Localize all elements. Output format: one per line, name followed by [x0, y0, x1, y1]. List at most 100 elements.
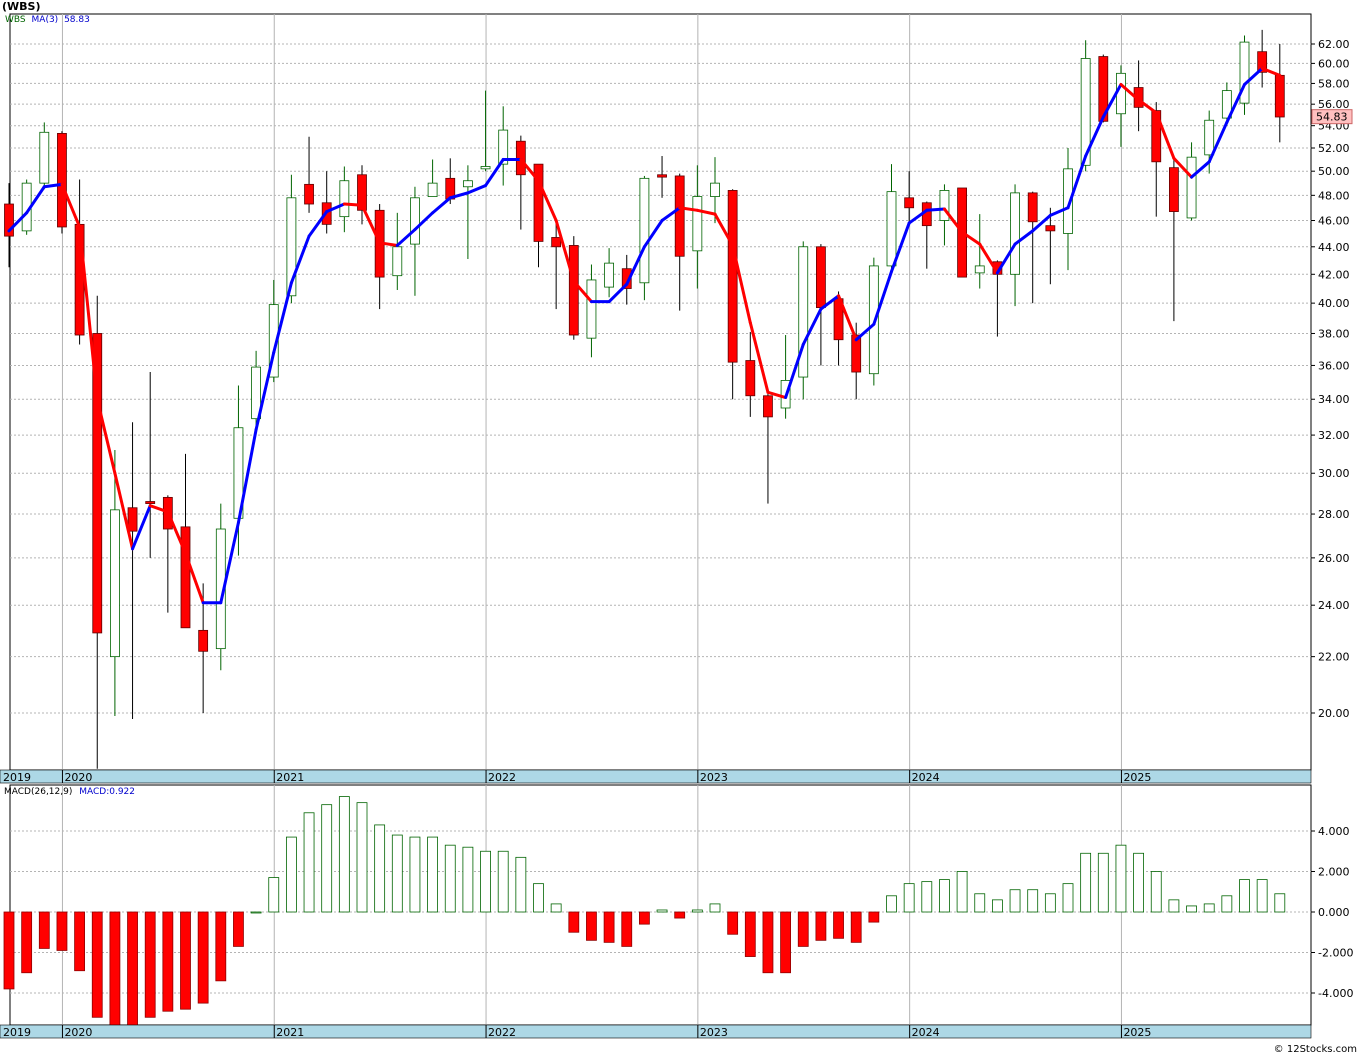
macd-date-axis-label: 2021	[276, 1026, 304, 1039]
ma3-segment	[801, 307, 823, 346]
candle-up	[39, 131, 50, 184]
ma3-segment	[907, 208, 929, 225]
ma3-segment	[342, 202, 364, 207]
candle-down	[127, 507, 138, 532]
ma3-segment	[678, 206, 699, 212]
footer-credit: © 12Stocks.com	[1273, 1044, 1357, 1055]
macd-bar-positive	[374, 824, 386, 913]
ma3-segment	[166, 510, 187, 555]
macd-bar-negative	[833, 911, 844, 939]
ma3-segment	[942, 207, 964, 234]
macd-bar-positive	[285, 836, 297, 913]
macd-bar-negative	[586, 911, 597, 941]
ma3-segment	[713, 212, 735, 247]
candle-down	[1098, 56, 1109, 122]
ma3-segment	[1066, 154, 1088, 210]
price-tick-label: 50.00	[1318, 165, 1350, 178]
macd-bar-positive	[550, 903, 562, 913]
ma3-segment	[448, 191, 470, 200]
macd-bar-negative	[744, 911, 756, 957]
macd-bar-positive	[1133, 852, 1144, 913]
ma3-segment	[625, 245, 646, 286]
ma3-segment	[554, 218, 576, 283]
price-tick-label: 22.00	[1318, 651, 1350, 664]
macd-bar-negative	[74, 911, 85, 972]
macd-bar-positive	[974, 893, 986, 913]
candle-up	[798, 246, 809, 378]
legend-ma-label: MA(3)	[31, 15, 59, 25]
macd-bar-negative	[3, 911, 15, 990]
macd-bar-positive	[992, 899, 1003, 913]
macd-bar-negative	[109, 911, 121, 1028]
ma3-segment	[148, 504, 170, 514]
candle-up	[692, 196, 703, 252]
ma3-segment	[131, 504, 152, 551]
candle-down	[145, 501, 156, 504]
candle-down	[57, 133, 67, 228]
price-tick-label: 30.00	[1318, 467, 1350, 480]
macd-bar-negative	[727, 911, 739, 935]
macd-bar-positive	[656, 909, 668, 913]
macd-bar-positive	[1221, 895, 1233, 913]
ma3-segment	[1190, 160, 1211, 179]
ma3-segment	[184, 551, 205, 605]
ma3-segment	[378, 241, 399, 247]
macd-bar-positive	[886, 895, 897, 913]
ma3-segment	[995, 242, 1017, 275]
ma3-segment	[431, 196, 452, 215]
macd-bar-positive	[533, 883, 544, 913]
macd-bar-positive	[1274, 893, 1286, 913]
legend-symbol: WBS	[5, 15, 26, 25]
candle-down	[533, 163, 544, 242]
macd-bar-positive	[709, 903, 721, 913]
price-date-axis: 2019 2020 2021 2022 2023 2024 2025	[0, 769, 1312, 784]
candle-down	[904, 197, 915, 209]
candle-up	[268, 304, 279, 378]
ma3-segment	[1013, 229, 1035, 246]
price-tick-label: 32.00	[1318, 429, 1350, 442]
price-tick-label: 36.00	[1318, 359, 1350, 372]
ma3-segment	[925, 207, 946, 212]
ma3-segment	[254, 350, 276, 432]
date-axis-label: 2022	[488, 771, 516, 784]
ma3-segment	[95, 397, 117, 475]
price-tick-label: 40.00	[1318, 297, 1350, 310]
macd-bar-positive	[409, 836, 421, 913]
macd-bar-negative	[603, 911, 615, 943]
ma3-segment	[219, 521, 240, 605]
price-tick-label: 26.00	[1318, 552, 1350, 565]
macd-bar-negative	[91, 911, 103, 1018]
ma3-segment	[1172, 156, 1194, 179]
price-tick-label: 38.00	[1318, 327, 1350, 340]
macd-bar-positive	[1097, 852, 1109, 913]
ma3-segment	[395, 228, 417, 247]
macd-bar-positive	[480, 850, 491, 913]
macd-bar-positive	[1115, 844, 1127, 913]
price-tick-label: 20.00	[1318, 707, 1350, 720]
ma3-segment	[413, 211, 435, 232]
macd-bar-negative	[868, 911, 880, 923]
date-axis-label: 2021	[276, 771, 304, 784]
date-axis-label: 2020	[64, 771, 92, 784]
ma3-segment	[1154, 111, 1176, 160]
macd-date-axis-band	[0, 1024, 1312, 1039]
price-tick-label: 24.00	[1318, 599, 1350, 612]
candle-up	[586, 279, 597, 339]
candle-up	[410, 197, 420, 245]
candle-down	[357, 174, 367, 211]
price-tick-label: 34.00	[1318, 393, 1350, 406]
macd-bar-negative	[21, 911, 33, 974]
ma3-segment	[7, 211, 29, 233]
macd-date-axis-label: 2019	[3, 1026, 31, 1039]
macd-bar-negative	[144, 911, 156, 1018]
candle-up	[604, 262, 614, 288]
macd-bar-positive	[1027, 889, 1039, 913]
price-tick-label: 52.00	[1318, 142, 1350, 155]
ma3-segment	[960, 230, 982, 246]
ma3-segment	[978, 242, 999, 275]
macd-bar-negative	[38, 911, 50, 949]
macd-bar-positive	[250, 911, 262, 914]
candle-up	[1186, 156, 1197, 219]
macd-date-axis-label: 2020	[64, 1026, 92, 1039]
